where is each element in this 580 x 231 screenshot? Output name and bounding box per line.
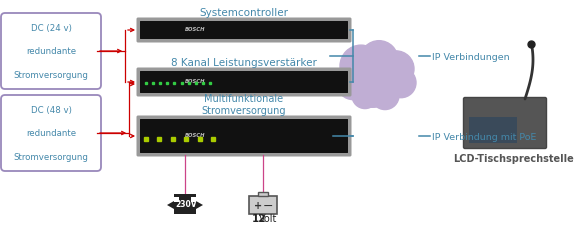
Text: Volt: Volt <box>259 213 277 223</box>
FancyBboxPatch shape <box>1 96 101 171</box>
Text: BOSCH: BOSCH <box>185 27 205 32</box>
FancyBboxPatch shape <box>140 119 348 153</box>
Text: DC (48 v)

redundante

Stromversorgung: DC (48 v) redundante Stromversorgung <box>13 105 88 161</box>
FancyBboxPatch shape <box>463 98 546 149</box>
FancyBboxPatch shape <box>1 14 101 90</box>
Circle shape <box>337 68 369 100</box>
Polygon shape <box>167 201 174 209</box>
FancyBboxPatch shape <box>249 196 277 214</box>
Text: BOSCH: BOSCH <box>185 132 205 137</box>
Text: Multifunktionale
Stromversorgung: Multifunktionale Stromversorgung <box>202 94 287 116</box>
Text: IP Verbindung mit PoE: IP Verbindung mit PoE <box>432 132 536 141</box>
Text: +: + <box>254 200 262 210</box>
FancyBboxPatch shape <box>469 117 517 143</box>
Text: Systemcontroller: Systemcontroller <box>200 8 288 18</box>
Circle shape <box>340 46 382 88</box>
FancyBboxPatch shape <box>136 18 351 43</box>
FancyBboxPatch shape <box>140 72 348 94</box>
Polygon shape <box>174 194 196 214</box>
Text: 230V: 230V <box>175 200 197 209</box>
Polygon shape <box>196 201 203 209</box>
Text: BOSCH: BOSCH <box>185 79 205 84</box>
Circle shape <box>353 68 393 108</box>
Circle shape <box>360 42 398 79</box>
Circle shape <box>352 83 378 109</box>
Text: DC (24 v)

redundante

Stromversorgung: DC (24 v) redundante Stromversorgung <box>13 24 88 80</box>
Text: 12: 12 <box>252 213 266 223</box>
Circle shape <box>378 52 414 88</box>
Text: LCD-Tischsprechstelle: LCD-Tischsprechstelle <box>452 153 574 163</box>
Circle shape <box>371 82 399 110</box>
Text: −: − <box>263 199 273 212</box>
FancyBboxPatch shape <box>136 116 351 157</box>
FancyBboxPatch shape <box>140 22 348 40</box>
FancyBboxPatch shape <box>258 192 268 196</box>
Text: 8 Kanal Leistungsverstärker: 8 Kanal Leistungsverstärker <box>171 58 317 68</box>
Text: IP Verbindungen: IP Verbindungen <box>432 52 510 61</box>
FancyBboxPatch shape <box>136 68 351 97</box>
Circle shape <box>386 68 416 98</box>
